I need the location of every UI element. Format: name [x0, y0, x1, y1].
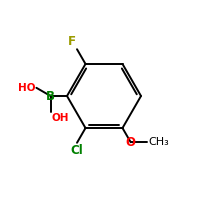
Text: HO: HO [18, 83, 35, 93]
Text: OH: OH [52, 113, 69, 123]
Text: Cl: Cl [71, 144, 83, 157]
Text: CH₃: CH₃ [148, 137, 169, 147]
Text: O: O [126, 136, 136, 149]
Text: B: B [46, 90, 55, 102]
Text: F: F [68, 35, 76, 48]
